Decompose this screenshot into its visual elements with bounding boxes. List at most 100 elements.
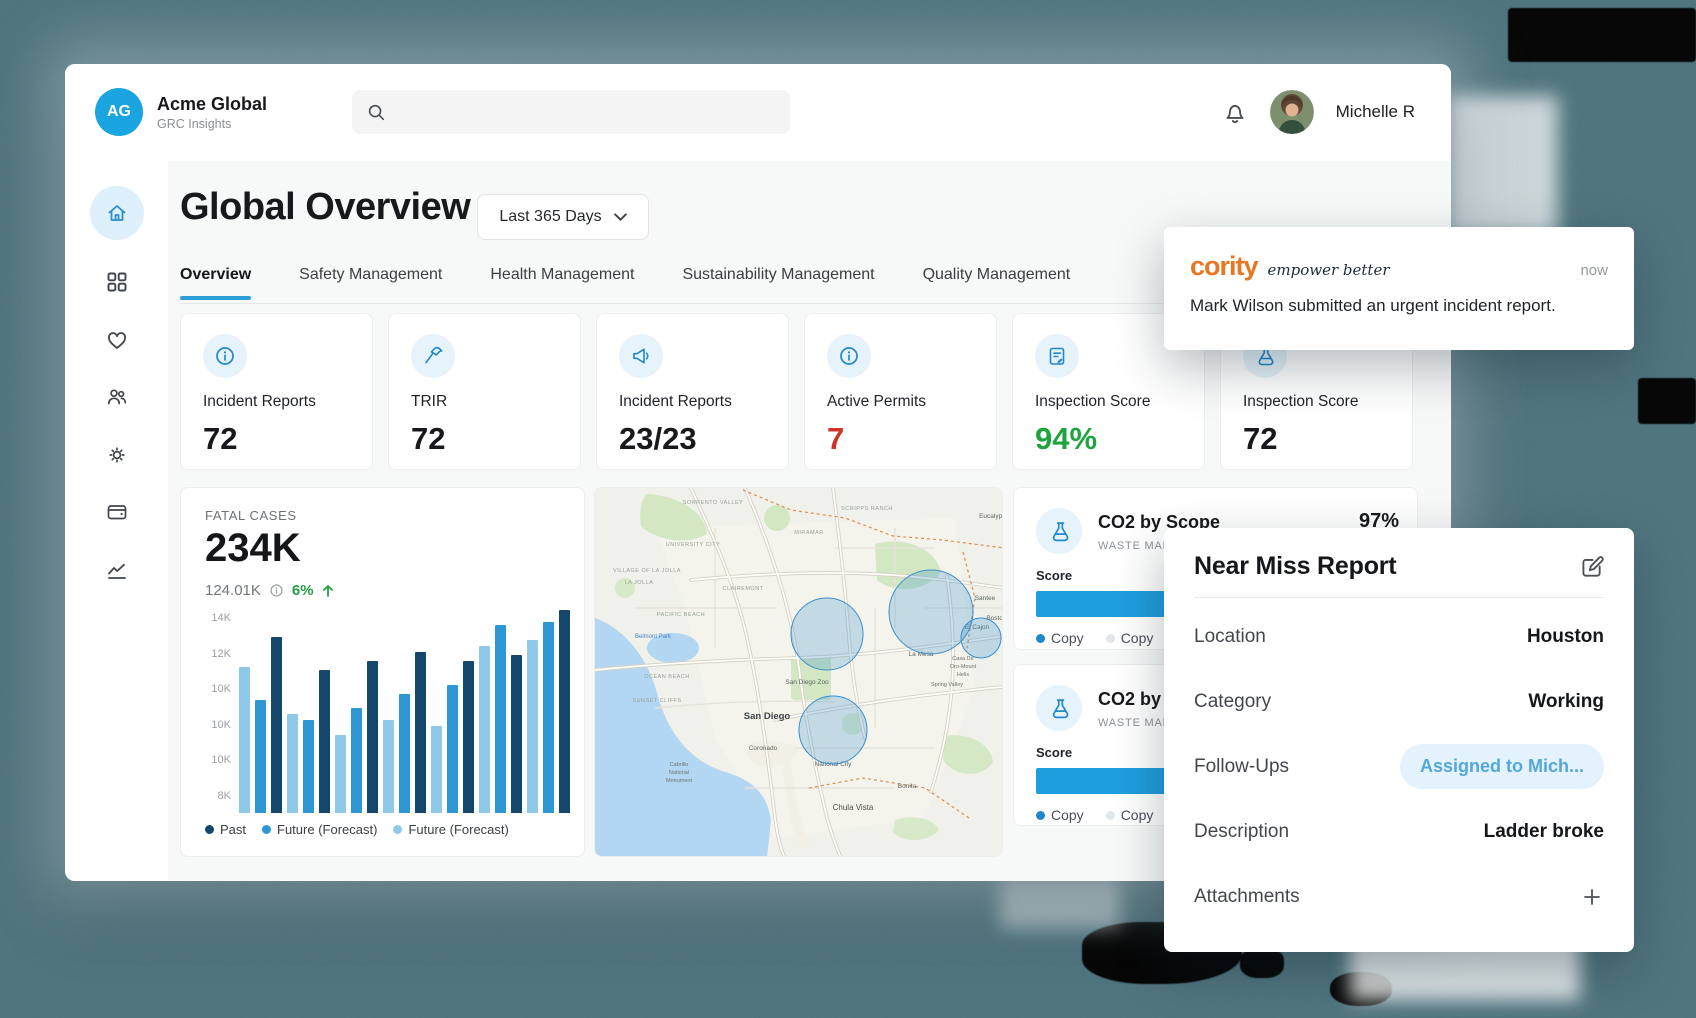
map-label: LA JOLLA [625,580,654,586]
tab-safety-management[interactable]: Safety Management [299,266,443,283]
legend-item-future-2: Future (Forecast) [393,822,509,837]
legend-label: Past [220,822,247,837]
legend-dot [393,825,403,834]
incident-cluster-circle[interactable] [960,617,1002,659]
bar-dark [511,655,522,813]
row-value: Ladder broke [1483,820,1604,842]
search-input[interactable] [396,102,776,122]
incident-cluster-circle[interactable] [790,597,864,671]
legend-dot [1036,810,1045,820]
bar-light [431,726,442,813]
report-row-category: Category Working [1194,669,1604,734]
dashboard-grid-icon [107,272,126,292]
brand-logo: AG [95,88,143,136]
sidebar-item-favorites[interactable] [90,314,144,368]
user-avatar[interactable] [1269,90,1314,134]
date-range-button[interactable]: Last 365 Days [477,194,649,240]
tab-bar: Overview Safety Management Health Manage… [180,266,1071,300]
bar-mid [351,708,362,813]
cority-logo: cority [1190,251,1259,281]
sidebar-nav [65,161,169,881]
background-light-blob [1448,96,1558,236]
legend-label: Future (Forecast) [408,822,509,837]
tab-overview[interactable]: Overview [180,266,252,300]
trend-chart-icon [107,563,126,579]
map-label: San Diego [744,711,791,722]
map-label: Cabrillo [670,762,689,768]
tab-quality-management[interactable]: Quality Management [922,266,1071,283]
kpi-value: 23/23 [619,421,697,456]
legend-dot [1105,810,1115,820]
sidebar-item-wallet[interactable] [90,485,144,539]
tab-bar-divider [180,303,1413,304]
chart-kpi-secondary: 124.01K [205,582,261,599]
row-label: Description [1194,820,1290,842]
co2-legend-item: Copy [1036,630,1084,646]
kpi-value: 94% [1035,421,1098,456]
legend-dot [1105,633,1115,643]
edit-button[interactable] [1578,554,1604,580]
incident-cluster-circle[interactable] [798,695,868,765]
row-label: Category [1194,690,1272,712]
bar-mid [543,622,554,813]
bell-icon [1226,105,1244,124]
map-label: Bonita [898,783,917,790]
report-row-attachments: Attachments [1194,864,1604,929]
search-bar[interactable] [352,90,790,134]
map-label: Spring Valley [931,682,963,688]
co2-legend-item: Copy [1105,630,1153,646]
kpi-card-incident-reports-2[interactable]: Incident Reports 23/23 [596,313,789,470]
kpi-card-active-permits[interactable]: Active Permits 7 [804,313,997,470]
kpi-label: Incident Reports [203,393,316,410]
search-icon [366,102,386,122]
legend-item-future-1: Future (Forecast) [262,822,377,837]
notifications-button[interactable] [1222,99,1248,125]
kpi-label: TRIR [411,393,448,410]
y-axis-ticks: 14K 12K 10K 10K 10K 8K [211,612,231,802]
legend-dot [205,825,214,834]
notification-toast[interactable]: cority empower better now Mark Wilson su… [1164,227,1634,350]
cority-tagline: empower better [1267,261,1390,279]
co2-legend-item: Copy [1105,807,1153,823]
info-icon [203,334,247,378]
sidebar-item-people[interactable] [90,370,144,424]
kpi-card-trir[interactable]: TRIR 72 [388,313,581,470]
tab-sustainability-management[interactable]: Sustainability Management [682,266,875,283]
arrow-up-icon [322,584,333,597]
map-label: MIRAMAR [794,530,823,536]
sidebar-item-home[interactable] [89,186,144,240]
assignee-pill[interactable]: Assigned to Mich... [1399,744,1604,789]
bar-light [479,646,490,813]
map-label: Coronado [749,745,778,752]
map-label: OCEAN BEACH [644,674,690,680]
row-label: Location [1194,625,1266,647]
sidebar-item-sustainability[interactable] [90,428,144,482]
map-label: UNIVERSITY CITY [666,542,720,548]
bar-dark [415,652,426,813]
tab-health-management[interactable]: Health Management [490,266,635,283]
incident-map[interactable]: SORRENTO VALLEY SCRIPPS RANCH MIRAMAR UNIVE… [594,487,1003,857]
home-icon [108,205,125,221]
sun-icon [108,447,125,463]
map-label: Monument [666,778,692,784]
user-name[interactable]: Michelle R [1335,102,1415,121]
map-label: Belmont Park [635,634,672,640]
kpi-label: Inspection Score [1243,393,1359,410]
kpi-card-incident-reports[interactable]: Incident Reports 72 [180,313,373,470]
bar-light [383,720,394,813]
sidebar-item-dashboard[interactable] [90,255,144,309]
toast-timestamp: now [1580,262,1608,279]
map-label: SCRIPPS RANCH [841,506,893,512]
bar-light [335,735,346,813]
map-label: Eucalyptus [979,513,1003,520]
sidebar-item-analytics[interactable] [90,544,144,598]
incident-cluster-circle[interactable] [888,569,974,655]
form-icon [1035,334,1079,378]
panel-title: Near Miss Report [1194,552,1397,580]
info-icon [270,584,283,597]
app-window: AG Acme Global GRC Insights [65,64,1451,881]
score-label: Score [1036,568,1073,583]
fatal-bars [239,601,580,813]
bar-mid [447,685,458,813]
add-attachment-button[interactable] [1580,885,1604,909]
